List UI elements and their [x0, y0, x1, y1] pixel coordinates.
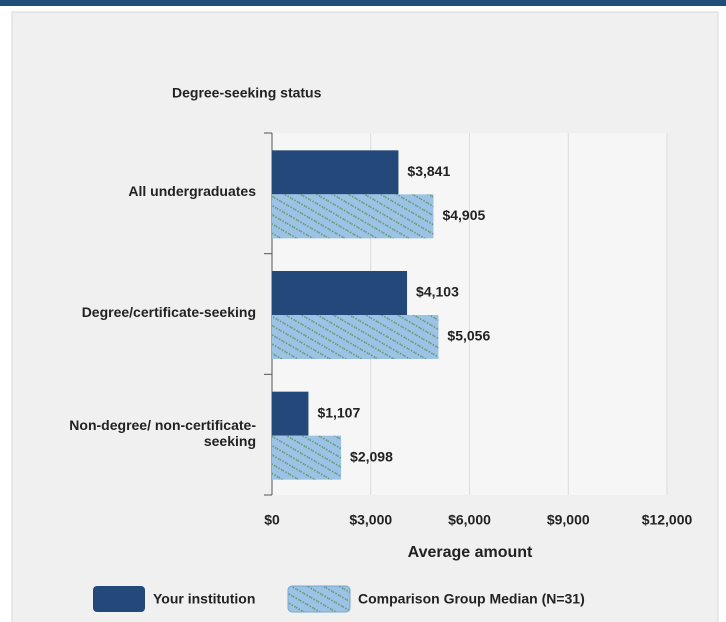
legend-label: Your institution — [153, 591, 255, 607]
x-tick-label: $6,000 — [448, 512, 491, 528]
value-label: $3,841 — [407, 163, 450, 179]
bar — [272, 435, 342, 480]
value-label: $1,107 — [317, 404, 360, 420]
bar — [272, 391, 309, 436]
x-tick-label: $12,000 — [642, 512, 693, 528]
x-axis-label: Average amount — [408, 544, 533, 561]
category-label: All undergraduates — [128, 183, 256, 200]
value-label: $4,905 — [442, 207, 485, 223]
bar — [272, 315, 439, 359]
value-label: $5,056 — [447, 328, 490, 344]
x-tick-label: $3,000 — [349, 512, 392, 528]
chart-title: Degree-seeking status — [172, 85, 322, 101]
value-label: $2,098 — [350, 448, 393, 464]
legend-label: Comparison Group Median (N=31) — [358, 591, 585, 607]
bar — [272, 194, 434, 239]
legend-swatch — [287, 585, 351, 613]
value-label: $4,103 — [416, 284, 459, 300]
x-tick-label: $0 — [264, 512, 280, 528]
category-label: Non-degree/ non-certificate-seeking — [69, 416, 256, 449]
legend-swatch — [93, 586, 145, 612]
bar — [272, 271, 408, 315]
category-label: Degree/certificate-seeking — [81, 304, 256, 320]
x-tick-label: $9,000 — [547, 512, 590, 528]
bar — [272, 150, 399, 195]
top-bar — [0, 0, 726, 6]
